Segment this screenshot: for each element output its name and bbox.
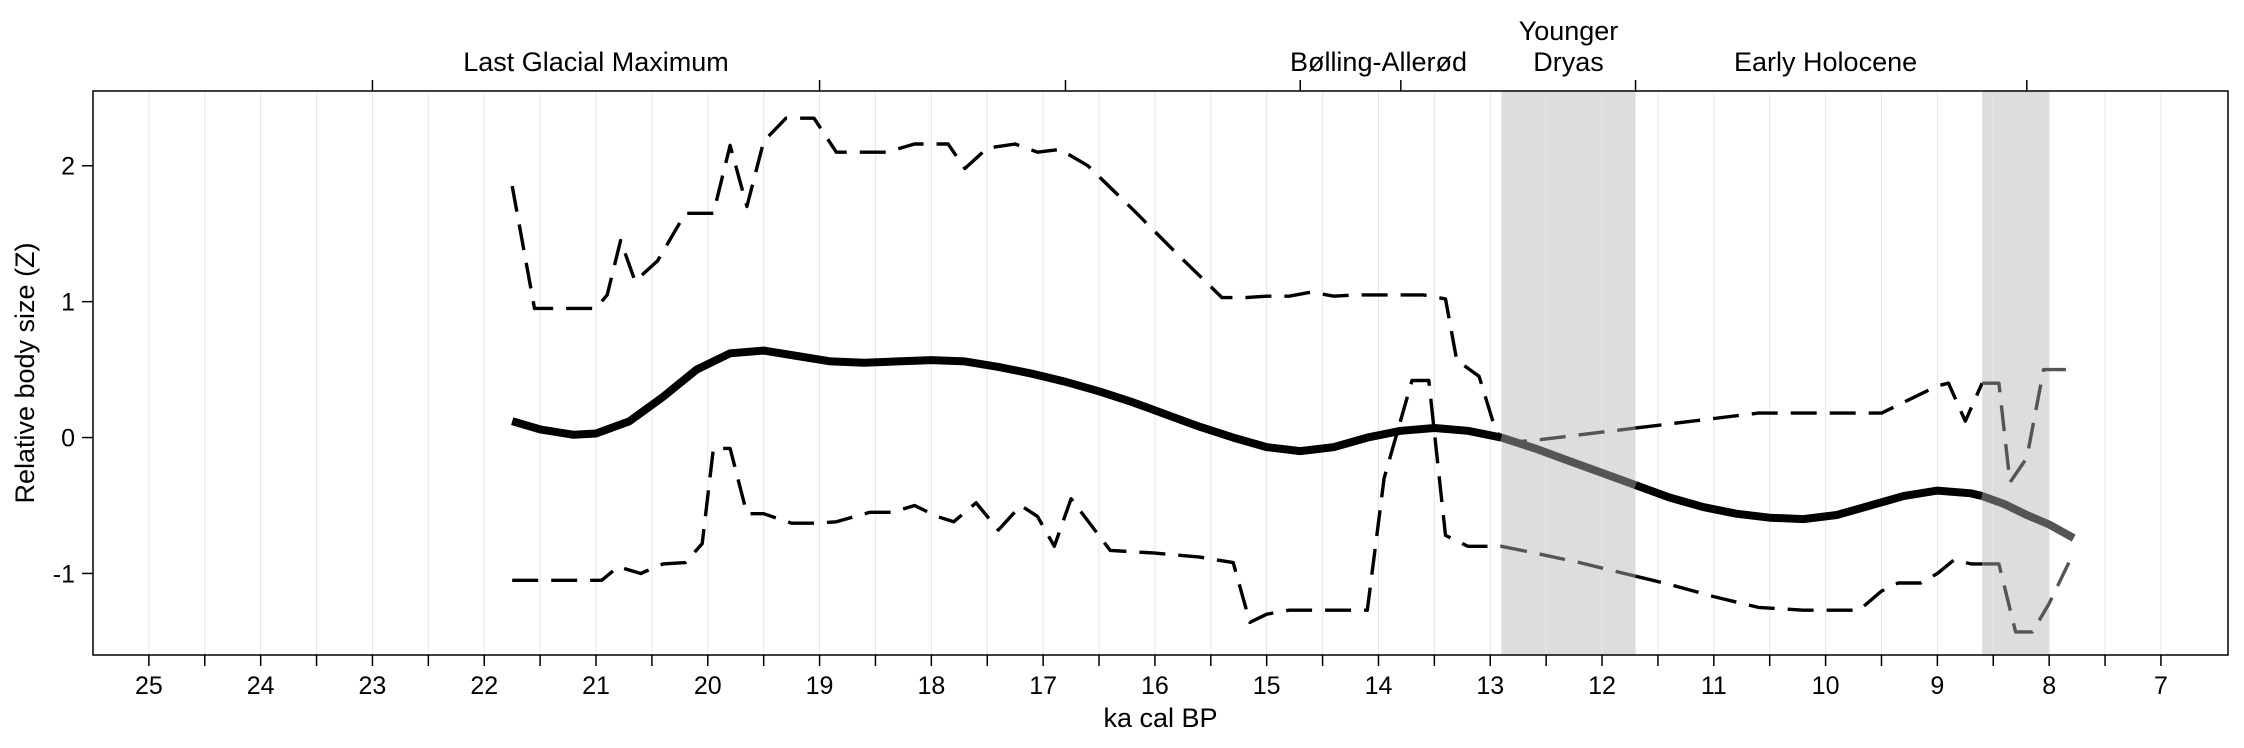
series-mean-line [1634,481,1984,524]
vertical-gridlines [148,91,2162,655]
series-upper-line [1635,381,1984,430]
series-upper [510,116,2066,485]
x-tick-label: 12 [1588,672,1616,700]
series-lower-line [512,378,1502,625]
x-tick-label: 23 [359,672,387,700]
x-tick-label: 9 [1930,672,1944,700]
plot-frame [92,90,2229,656]
data-series [510,116,2076,634]
series-lower-line [1982,556,2074,634]
y-tick-label: 0 [61,425,75,453]
x-tick-label: 19 [806,672,834,700]
x-tick-label: 13 [1476,672,1504,700]
period-axis: Last Glacial Maximum Bølling-Allerød Young… [371,16,2028,91]
period-label: Early Holocene [1734,47,1917,77]
x-tick-label: 11 [1701,672,1727,700]
x-tick-label: 17 [1029,672,1057,700]
shaded-periods [1501,91,2050,655]
y-tick-label: -1 [53,560,75,588]
period-label: Bølling-Allerød [1290,47,1467,77]
x-tick-label: 22 [470,672,498,700]
series-mean-line [1980,492,2076,542]
series-lower-line [1635,558,1983,612]
x-tick-label: 14 [1365,672,1393,700]
series-mean-line [1500,433,1637,489]
shaded-period [1501,91,1636,655]
y-axis: 2 1 0 -1 [53,153,93,588]
x-tick-label: 25 [135,672,163,700]
series-upper-line [510,116,1503,439]
series-lower-line [1501,544,1636,578]
x-tick-label: 7 [2154,672,2168,700]
series-upper-line [1501,426,1636,444]
series-lower [512,378,2074,634]
x-axis: 25 24 23 22 21 20 19 18 17 16 15 14 13 12 11 10 9 8 7 [135,655,2168,700]
period-label: Last Glacial Maximum [463,47,729,77]
series-mean [511,346,2076,542]
x-tick-label: 8 [2042,672,2056,700]
x-tick-label: 18 [917,672,945,700]
x-tick-label: 20 [694,672,722,700]
y-tick-label: 2 [61,153,75,181]
x-axis-title: ka cal BP [1103,703,1217,733]
x-tick-label: 16 [1141,672,1169,700]
shaded-period [1982,91,2050,655]
x-tick-label: 21 [582,672,610,700]
period-label-line2: Dryas [1533,47,1604,77]
y-axis-title: Relative body size (Z) [10,242,40,503]
x-tick-label: 10 [1812,672,1840,700]
x-tick-label: 24 [247,672,275,700]
series-mean-line [511,346,1503,456]
y-tick-label: 1 [61,289,75,317]
period-label: Younger [1519,16,1619,46]
series-upper-line [1982,367,2066,485]
x-tick-label: 15 [1253,672,1281,700]
